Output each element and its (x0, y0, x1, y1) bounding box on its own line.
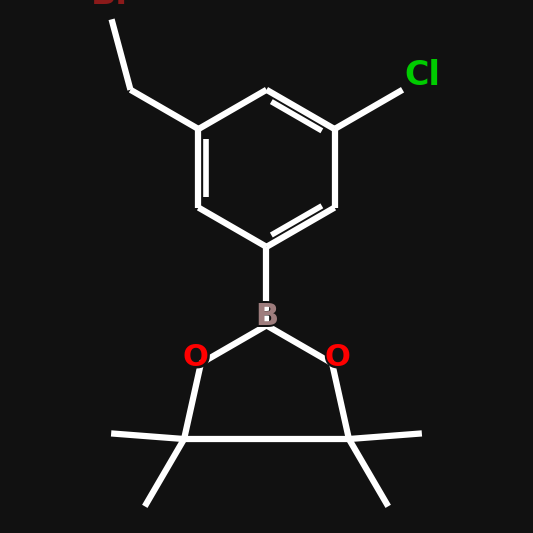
Text: O: O (180, 341, 211, 375)
Text: O: O (322, 341, 353, 375)
Text: Br: Br (91, 0, 133, 11)
Text: B: B (255, 303, 278, 332)
Text: O: O (182, 343, 208, 372)
Text: Cl: Cl (401, 56, 443, 95)
Text: Cl: Cl (404, 59, 440, 92)
Text: Br: Br (87, 0, 136, 13)
Text: O: O (325, 343, 351, 372)
Text: B: B (253, 300, 280, 334)
